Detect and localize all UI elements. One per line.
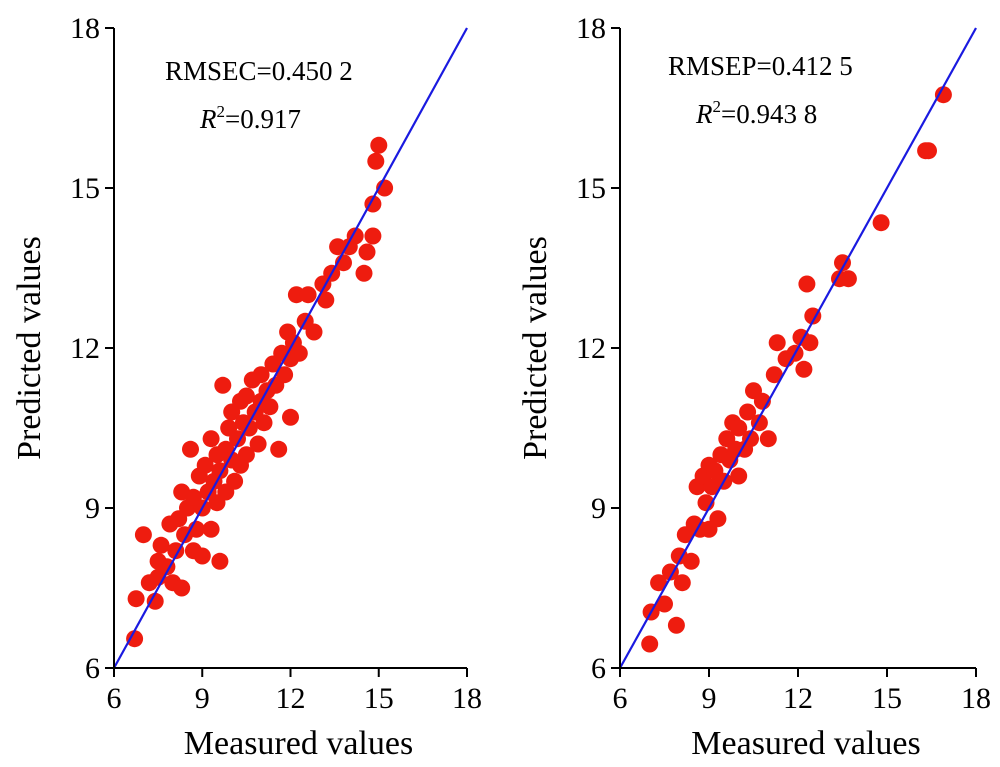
r2-superscript: 2 — [217, 102, 226, 121]
data-point — [920, 142, 937, 160]
x-axis-title: Measured values — [691, 725, 920, 762]
data-point — [182, 440, 199, 458]
data-point — [126, 630, 144, 648]
data-point — [173, 579, 191, 597]
data-point — [211, 552, 229, 570]
data-point — [329, 238, 347, 256]
data-points — [126, 136, 394, 648]
axis-ticks: 6 9 12 15 18 6 9 12 15 18 — [576, 12, 991, 715]
data-points — [641, 86, 952, 653]
y-tick-label: 18 — [70, 12, 100, 45]
data-point — [768, 334, 786, 352]
y-tick-label: 6 — [591, 652, 606, 685]
x-tick-label: 15 — [364, 682, 394, 715]
data-point — [237, 387, 255, 405]
data-point — [287, 286, 305, 304]
data-point — [367, 152, 385, 170]
x-tick-label: 18 — [452, 682, 482, 715]
x-tick-label: 12 — [783, 682, 813, 715]
data-point — [202, 520, 220, 538]
data-point — [193, 547, 211, 565]
r2-superscript: 2 — [713, 97, 722, 116]
r2-value: =0.917 — [225, 104, 301, 134]
data-point — [739, 403, 757, 421]
data-point — [765, 366, 783, 384]
data-point — [730, 419, 748, 437]
y-axis-title: Predicted values — [11, 236, 48, 460]
data-point — [226, 472, 244, 490]
y-tick-label: 15 — [70, 172, 100, 205]
data-point — [682, 552, 700, 570]
data-point — [317, 291, 335, 309]
reference-line — [113, 27, 468, 669]
data-point — [214, 376, 232, 394]
data-point — [370, 136, 388, 154]
data-point — [364, 227, 382, 245]
data-point — [276, 366, 294, 384]
data-point — [282, 408, 299, 426]
data-point — [127, 590, 145, 608]
data-point — [656, 595, 673, 613]
data-point — [759, 430, 777, 448]
data-point — [299, 286, 317, 304]
data-point — [146, 592, 164, 610]
r2-label: R2=0.943 8 — [695, 97, 817, 129]
data-point — [270, 440, 288, 458]
data-point — [358, 243, 376, 261]
x-tick-label: 15 — [872, 682, 902, 715]
rmsep-label: RMSEP=0.412 5 — [668, 51, 853, 81]
data-point — [152, 536, 170, 554]
data-point — [730, 467, 748, 485]
x-axis-title: Measured values — [184, 725, 413, 762]
data-point — [934, 86, 952, 104]
data-point — [667, 616, 685, 634]
data-point — [252, 366, 270, 384]
data-point — [261, 398, 279, 416]
data-point — [801, 334, 819, 352]
data-point — [641, 635, 659, 653]
data-point — [650, 574, 668, 592]
rmsec-label: RMSEC=0.450 2 — [165, 56, 353, 86]
y-tick-label: 12 — [70, 332, 100, 365]
r2-symbol: R — [199, 104, 217, 134]
y-tick-label: 9 — [85, 492, 100, 525]
y-tick-label: 9 — [591, 492, 606, 525]
data-point — [202, 430, 220, 448]
r2-symbol: R — [695, 99, 713, 129]
data-point — [305, 323, 323, 341]
reference-line — [619, 27, 977, 669]
data-point — [290, 344, 308, 362]
data-point — [196, 456, 214, 474]
x-tick-label: 12 — [276, 682, 306, 715]
prediction-panel: 6 9 12 15 18 6 9 12 15 18 RMSEP=0.412 5 R2=0.943 … — [517, 12, 991, 762]
y-tick-label: 6 — [85, 652, 100, 685]
data-point — [134, 526, 152, 544]
x-tick-label: 9 — [195, 682, 210, 715]
y-axis-title: Predicted values — [517, 236, 554, 460]
x-tick-label: 18 — [961, 682, 991, 715]
data-point — [355, 264, 373, 282]
x-tick-label: 6 — [613, 682, 628, 715]
axis-ticks: 6 9 12 15 18 6 9 12 15 18 — [70, 12, 482, 715]
y-tick-label: 12 — [576, 332, 606, 365]
r2-label: R2=0.917 — [199, 102, 301, 134]
x-tick-label: 9 — [702, 682, 717, 715]
data-point — [249, 435, 267, 453]
data-point — [255, 414, 273, 432]
data-point — [795, 360, 813, 378]
data-point — [237, 446, 255, 464]
r2-value: =0.943 8 — [721, 99, 817, 129]
data-point — [798, 275, 816, 293]
data-point — [709, 510, 727, 528]
data-point — [872, 214, 890, 232]
x-tick-label: 6 — [107, 682, 122, 715]
y-tick-label: 18 — [576, 12, 606, 45]
data-point — [839, 270, 857, 288]
y-tick-label: 15 — [576, 172, 606, 205]
data-point — [673, 574, 691, 592]
